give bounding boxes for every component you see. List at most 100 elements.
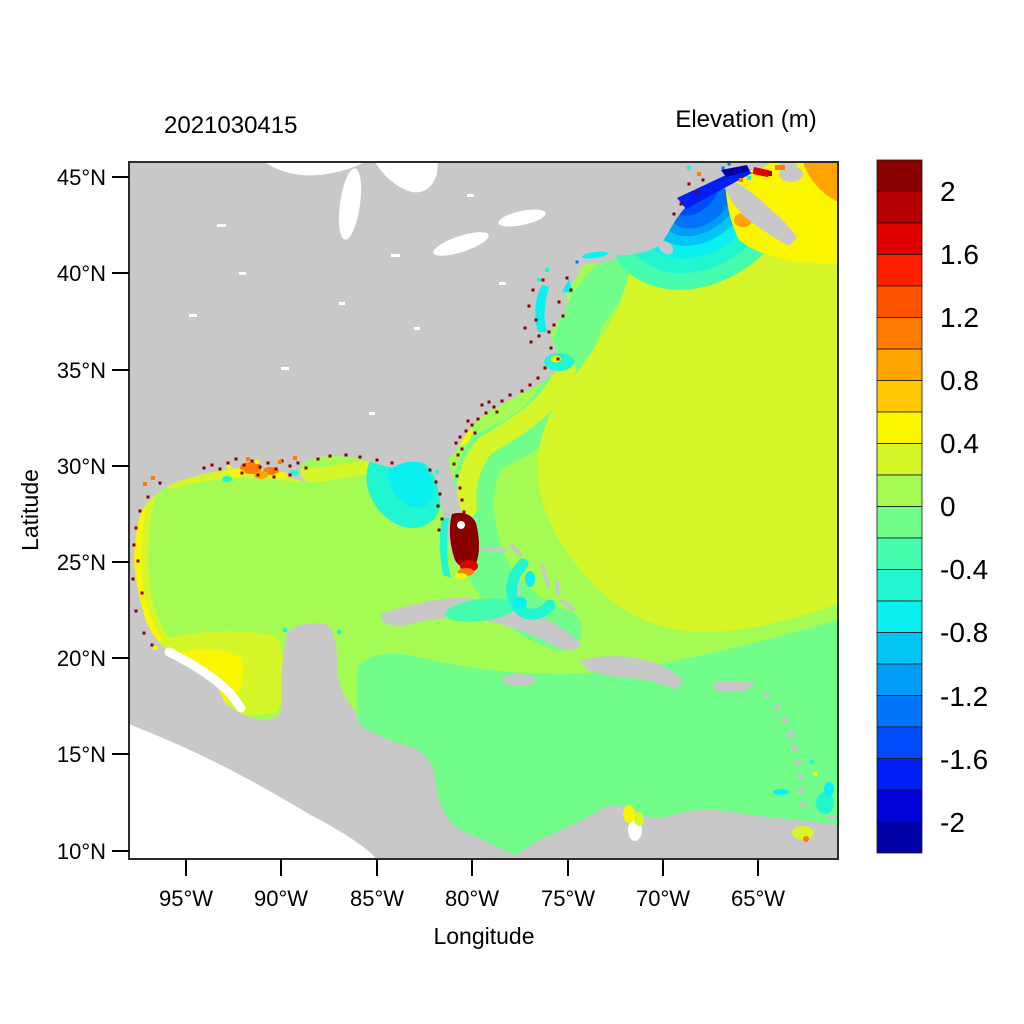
west-gulf-yellow-edge <box>131 505 166 649</box>
colorbar-tick-label: 0.4 <box>940 428 979 459</box>
colorbar-cell <box>876 821 923 854</box>
antilles-island <box>795 759 801 765</box>
y-tick-label: 15°N <box>57 742 106 767</box>
land-eleuthera <box>540 563 550 587</box>
colorbar-tick-label: -2 <box>940 807 965 838</box>
small-lake <box>369 412 375 415</box>
small-lake <box>217 224 226 227</box>
land-hispaniola <box>581 656 683 690</box>
colorbar-cell <box>876 569 923 602</box>
pacific-outside-domain <box>129 724 376 859</box>
y-tick-label: 40°N <box>57 261 106 286</box>
x-tick-label: 65°W <box>731 886 785 911</box>
colorbar-cell <box>876 443 923 476</box>
sfl-west-mint-strip <box>439 518 451 578</box>
antilles-cyan-sliver <box>773 789 789 795</box>
lake-huron <box>375 162 438 193</box>
x-tick-label: 90°W <box>254 886 308 911</box>
fundy-deep-blue-wedge <box>677 167 752 209</box>
small-lake <box>414 327 420 330</box>
la-yellow-blob2 <box>275 472 287 478</box>
topedge-orange-dash <box>775 165 785 170</box>
trinidad-cyan-patch <box>816 792 834 814</box>
antilles-island <box>798 787 804 793</box>
antilles-island <box>781 716 789 724</box>
plot-frame <box>128 161 839 860</box>
land-north-america <box>129 162 771 859</box>
x-tick-label: 95°W <box>159 886 213 911</box>
topright-orange-blob <box>803 162 838 202</box>
lake-ontario <box>498 209 546 227</box>
lake-erie <box>433 232 489 256</box>
colorbar-cell <box>876 348 923 381</box>
colorbar-cell <box>876 317 923 350</box>
long-island-sound-cyan <box>582 251 608 259</box>
colorbar-cell <box>876 726 923 759</box>
land-masses <box>129 162 838 859</box>
colorbar-cell <box>876 663 923 696</box>
land-cat-island <box>555 580 559 595</box>
map-area <box>129 162 838 859</box>
x-tick-label: 85°W <box>350 886 404 911</box>
colorbar-cell <box>876 600 923 633</box>
y-tick-label: 35°N <box>57 358 106 383</box>
land-nova-scotia <box>723 178 797 246</box>
colorbar-cell <box>876 254 923 287</box>
colorbar-cell <box>876 222 923 255</box>
colorbar-cell <box>876 411 923 444</box>
land-puerto-rico <box>714 681 748 692</box>
maracaibo-yg-patch <box>634 812 644 826</box>
colorbar-tick-label: 2 <box>940 176 956 207</box>
fundy-navy-tip <box>721 165 750 177</box>
land-abaco <box>509 543 523 556</box>
south-florida-darkred-blob <box>449 512 479 569</box>
trinidad-cyan-patch2 <box>824 782 834 796</box>
y-tick-label: 30°N <box>57 454 106 479</box>
small-lake <box>281 367 289 370</box>
y-axis-title: Latitude <box>17 469 43 551</box>
y-tick-label: 45°N <box>57 165 106 190</box>
antilles-island <box>787 730 795 738</box>
x-tick-label: 70°W <box>636 886 690 911</box>
colorbar-tick-label: -1.6 <box>940 744 988 775</box>
louisiana-delta-mess <box>222 462 299 482</box>
y-axis <box>112 176 129 852</box>
minas-darkred-dot <box>767 171 772 176</box>
lake-superior <box>265 162 365 176</box>
x-axis-title: Longitude <box>433 923 534 949</box>
colorbar-tick-label: -0.8 <box>940 617 988 648</box>
colorbar-cell <box>876 632 923 665</box>
caribbean-tropical-atlantic-region <box>357 620 838 859</box>
land-trinidad <box>813 826 829 840</box>
colorbar <box>876 159 923 854</box>
y-tick-labels: 45°N 40°N 35°N 30°N 25°N 20°N 15°N 10°N <box>57 165 106 864</box>
colorbar-cell <box>876 159 923 192</box>
colorbar-cell <box>876 474 923 507</box>
y-tick-label: 20°N <box>57 646 106 671</box>
y-tick-label: 10°N <box>57 839 106 864</box>
land-cape-cod <box>657 241 674 255</box>
antilles-island <box>797 773 803 779</box>
x-tick-labels: 95°W 90°W 85°W 80°W 75°W 70°W 65°W <box>159 886 785 911</box>
la-teal-dot2 <box>222 476 232 482</box>
small-lake <box>499 282 506 285</box>
maracaibo-yellow-patch <box>623 805 635 823</box>
la-yellow-blob <box>229 469 245 477</box>
coastal-estuary-speckles <box>131 162 817 776</box>
colorbar-cell <box>876 758 923 791</box>
la-orange-blob3 <box>254 471 268 479</box>
antilles-island <box>764 691 770 697</box>
florida-straits-mint-band <box>445 598 517 622</box>
small-lake <box>391 254 400 257</box>
x-tick-label: 80°W <box>445 886 499 911</box>
colorbar-tick-label: -0.4 <box>940 554 988 585</box>
colorbar-cell <box>876 537 923 570</box>
land-long-island-bahamas <box>559 598 575 611</box>
lakes <box>189 162 642 841</box>
land-grand-bahama <box>481 548 507 552</box>
se-shelf-band <box>456 360 576 518</box>
colorbar-tick-label: -1.2 <box>940 681 988 712</box>
colorbar-tick-label: 1.2 <box>940 302 979 333</box>
gulf-of-paria-yg <box>792 826 814 840</box>
